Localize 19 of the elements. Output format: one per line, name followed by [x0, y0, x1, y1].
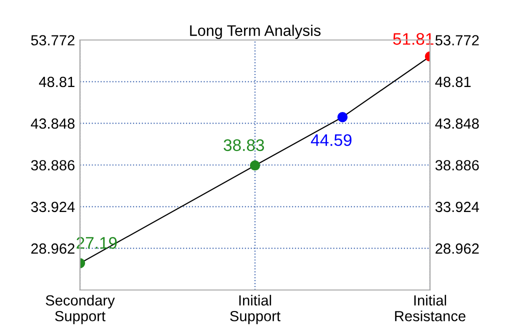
data-label: 44.59	[310, 134, 352, 146]
y2-tick-label: 48.81	[435, 76, 471, 88]
data-label: 27.19	[76, 237, 117, 249]
x-tick-label: Initial Support	[230, 294, 280, 324]
x-tick-label: Initial Resistance	[395, 294, 466, 322]
y-tick-label: 43.848	[30, 118, 75, 129]
y2-tick-label: 53.772	[435, 35, 479, 46]
data-label: 38.83	[224, 139, 264, 152]
y-tick-label: 48.81	[38, 76, 74, 88]
y2-tick-label: 33.924	[435, 202, 480, 212]
y2-tick-label: 43.848	[435, 118, 479, 129]
y-tick-label: 38.886	[31, 160, 74, 170]
x-tick-label: Secondary Support	[46, 294, 115, 324]
y-tick-label: 28.962	[31, 243, 74, 254]
chart-title: Long Term Analysis	[190, 24, 321, 40]
y-tick-label: 53.772	[31, 35, 74, 46]
y2-tick-label: 28.962	[436, 243, 479, 254]
y2-tick-label: 38.886	[435, 160, 479, 170]
y-tick-label: 33.924	[31, 202, 75, 212]
